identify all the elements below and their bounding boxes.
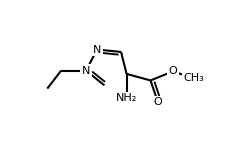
Text: NH₂: NH₂ [116,93,137,103]
Text: O: O [154,97,162,107]
Text: N: N [82,66,90,76]
Text: CH₃: CH₃ [183,73,204,83]
Text: O: O [168,66,177,77]
Text: N: N [93,45,101,54]
